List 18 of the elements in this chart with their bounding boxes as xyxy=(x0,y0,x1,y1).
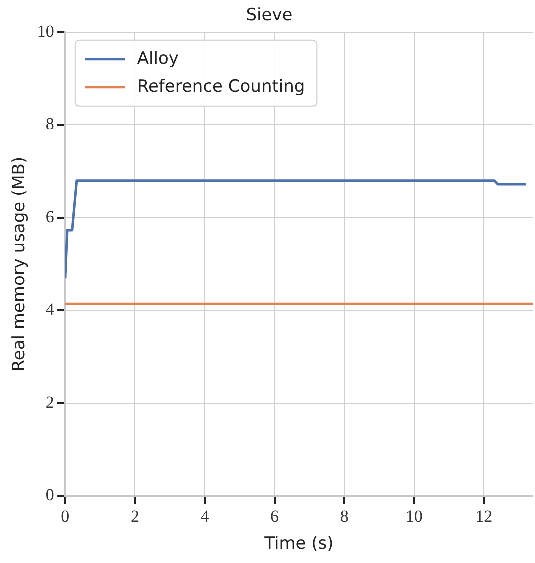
x-tick-label: 8 xyxy=(340,506,349,526)
y-tick-label: 2 xyxy=(46,392,54,412)
y-tick-label: 10 xyxy=(37,22,54,41)
chart-title: Sieve xyxy=(246,6,293,26)
x-tick-label: 10 xyxy=(406,506,423,526)
x-tick-label: 4 xyxy=(200,506,210,526)
x-tick-label: 0 xyxy=(61,506,70,526)
x-tick-label: 6 xyxy=(270,506,280,526)
y-axis-title: Real memory usage (MB) xyxy=(10,156,30,372)
y-tick-label: 4 xyxy=(46,300,55,320)
legend-label: Alloy xyxy=(137,48,179,69)
y-tick-label: 8 xyxy=(46,114,54,134)
x-tick-label: 12 xyxy=(476,506,493,526)
legend-label: Reference Counting xyxy=(137,76,306,97)
x-axis-title: Time (s) xyxy=(264,534,334,554)
x-tick-label: 2 xyxy=(130,506,140,526)
y-tick-label: 0 xyxy=(46,486,54,505)
y-tick-label: 6 xyxy=(46,207,54,226)
